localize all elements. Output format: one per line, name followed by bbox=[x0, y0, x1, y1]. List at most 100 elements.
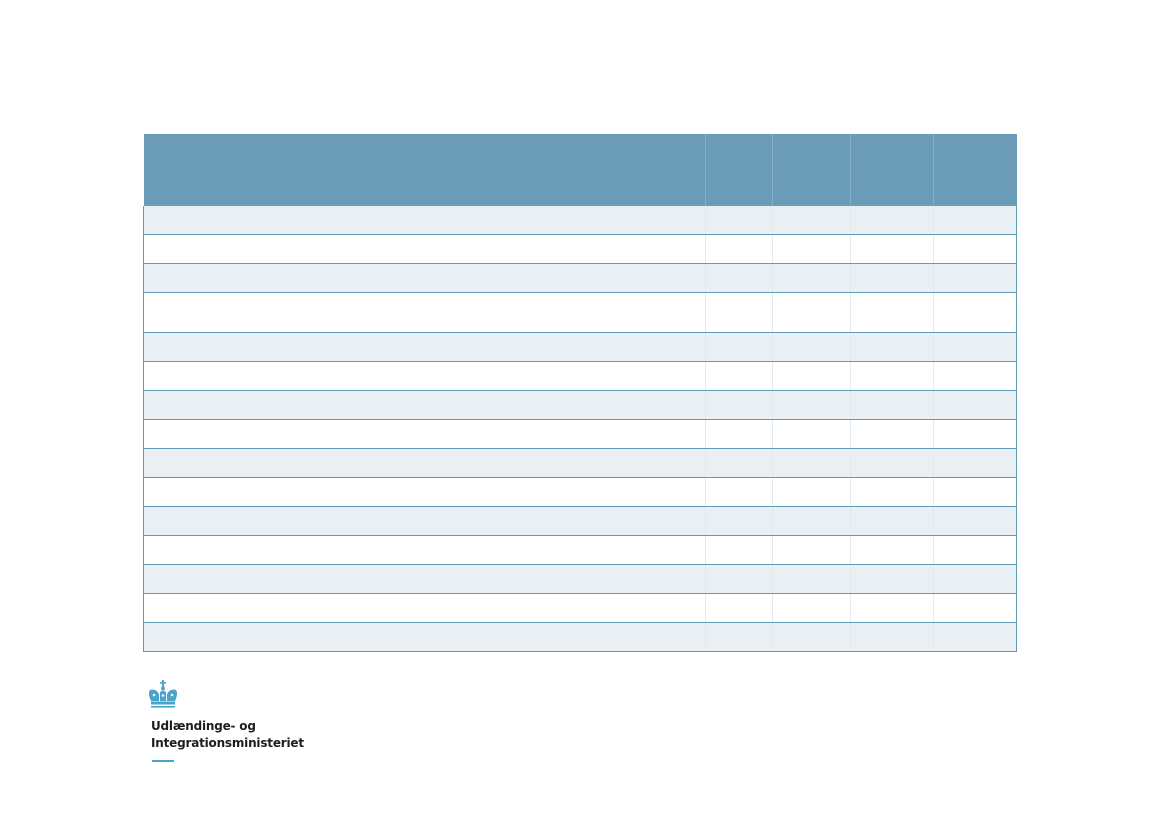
table-row bbox=[143, 390, 1017, 420]
table-row bbox=[143, 477, 1017, 507]
table-cell bbox=[850, 292, 934, 333]
table-cell bbox=[850, 477, 934, 507]
ministry-name-line1: Udlændinge- og bbox=[151, 719, 256, 733]
table-cell bbox=[772, 448, 851, 478]
table-cell bbox=[143, 263, 706, 293]
table-cell bbox=[705, 477, 773, 507]
crown-icon bbox=[149, 680, 177, 708]
table-cell bbox=[850, 390, 934, 420]
ministry-name-line2: Integrationsministeriet bbox=[151, 736, 304, 750]
table-cell bbox=[850, 234, 934, 264]
table-cell bbox=[772, 361, 851, 391]
table-cell bbox=[705, 419, 773, 449]
table-cell bbox=[143, 593, 706, 623]
table-row bbox=[143, 564, 1017, 594]
table-cell bbox=[933, 332, 1017, 362]
table-cell bbox=[143, 448, 706, 478]
table-row bbox=[143, 263, 1017, 293]
table-cell bbox=[705, 206, 773, 235]
table-cell bbox=[933, 292, 1017, 333]
table-cell bbox=[143, 535, 706, 565]
table-cell bbox=[705, 263, 773, 293]
table-row bbox=[143, 206, 1017, 235]
table-cell bbox=[772, 234, 851, 264]
table-cell bbox=[705, 292, 773, 333]
table-cell bbox=[933, 564, 1017, 594]
table-cell bbox=[933, 206, 1017, 235]
table-cell bbox=[705, 390, 773, 420]
table-cell bbox=[772, 593, 851, 623]
table-cell bbox=[933, 361, 1017, 391]
table-cell bbox=[772, 390, 851, 420]
table-cell bbox=[772, 477, 851, 507]
table-cell bbox=[143, 622, 706, 652]
table-cell bbox=[143, 332, 706, 362]
table-cell bbox=[772, 622, 851, 652]
table-cell bbox=[705, 448, 773, 478]
table-cell bbox=[143, 390, 706, 420]
table-row bbox=[143, 234, 1017, 264]
table-cell bbox=[143, 564, 706, 594]
table-body bbox=[143, 206, 1017, 652]
table-cell bbox=[772, 535, 851, 565]
table-cell bbox=[850, 622, 934, 652]
table-cell bbox=[933, 593, 1017, 623]
table-cell bbox=[933, 477, 1017, 507]
header-cell bbox=[705, 134, 773, 206]
table-cell bbox=[705, 234, 773, 264]
table-cell bbox=[933, 390, 1017, 420]
table-cell bbox=[933, 535, 1017, 565]
table-cell bbox=[772, 419, 851, 449]
table-cell bbox=[143, 419, 706, 449]
table-row bbox=[143, 361, 1017, 391]
table-cell bbox=[143, 292, 706, 333]
table-cell bbox=[705, 332, 773, 362]
table-cell bbox=[850, 361, 934, 391]
table-cell bbox=[933, 234, 1017, 264]
table-cell bbox=[850, 419, 934, 449]
ministry-logo: Udlændinge- og Integrationsministeriet bbox=[147, 680, 307, 762]
header-row bbox=[143, 134, 1017, 206]
accent-rule bbox=[152, 760, 174, 762]
table-row bbox=[143, 622, 1017, 652]
table-cell bbox=[705, 506, 773, 536]
table-cell bbox=[933, 622, 1017, 652]
table-cell bbox=[143, 477, 706, 507]
table-cell bbox=[850, 506, 934, 536]
table-cell bbox=[933, 263, 1017, 293]
table-cell bbox=[772, 564, 851, 594]
table-cell bbox=[772, 292, 851, 333]
table-row bbox=[143, 506, 1017, 536]
table-cell bbox=[143, 361, 706, 391]
header-cell bbox=[143, 134, 706, 206]
table-row bbox=[143, 292, 1017, 333]
table-cell bbox=[933, 419, 1017, 449]
table-cell bbox=[705, 361, 773, 391]
table-row bbox=[143, 593, 1017, 623]
table-cell bbox=[143, 206, 706, 235]
table-row bbox=[143, 332, 1017, 362]
table-cell bbox=[850, 448, 934, 478]
table-cell bbox=[772, 263, 851, 293]
table-row bbox=[143, 535, 1017, 565]
table-cell bbox=[850, 263, 934, 293]
header-cell bbox=[933, 134, 1017, 206]
table-cell bbox=[143, 506, 706, 536]
table-cell bbox=[705, 564, 773, 594]
table-header bbox=[143, 134, 1017, 206]
table-cell bbox=[850, 593, 934, 623]
table-row bbox=[143, 448, 1017, 478]
table-cell bbox=[850, 206, 934, 235]
header-cell bbox=[850, 134, 934, 206]
table-cell bbox=[772, 332, 851, 362]
table-row bbox=[143, 419, 1017, 449]
table-cell bbox=[772, 206, 851, 235]
table-cell bbox=[705, 535, 773, 565]
table-cell bbox=[850, 564, 934, 594]
table-cell bbox=[705, 593, 773, 623]
header-cell bbox=[772, 134, 851, 206]
table-cell bbox=[772, 506, 851, 536]
table-cell bbox=[850, 535, 934, 565]
data-table bbox=[143, 134, 1017, 652]
ministry-name: Udlændinge- og Integrationsministeriet bbox=[147, 718, 307, 752]
